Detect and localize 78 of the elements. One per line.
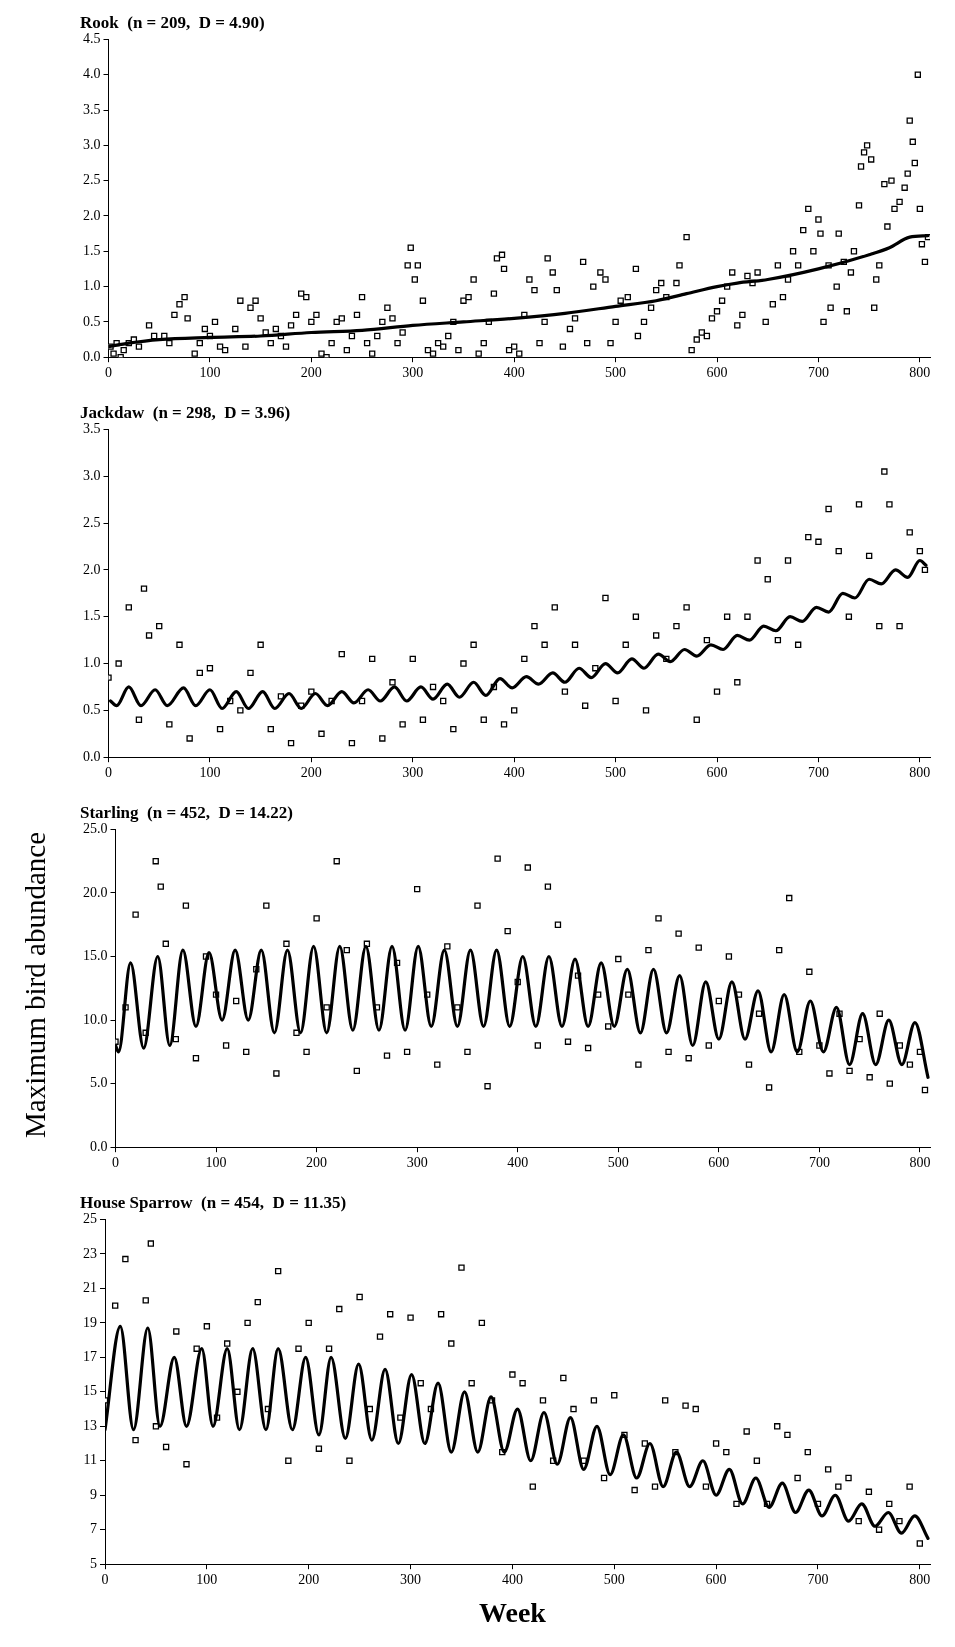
y-tick-label: 4.5 — [83, 31, 101, 47]
y-tick-label: 1.5 — [83, 242, 101, 258]
y-tick-label: 1.5 — [83, 608, 101, 624]
y-tick-label: 4.0 — [83, 66, 101, 82]
y-tick-label: 0.5 — [83, 702, 101, 718]
line-series — [108, 234, 930, 349]
x-tick-label: 400 — [507, 1155, 529, 1171]
y-tick-label: 15 — [83, 1383, 97, 1399]
x-tick-label: 300 — [402, 765, 424, 781]
y-tick-label: 20.0 — [83, 884, 108, 900]
x-tick-label: 600 — [705, 1572, 727, 1588]
y-tick-label: 19 — [83, 1314, 97, 1330]
x-tick-label: 300 — [406, 1155, 428, 1171]
y-tick-label: 17 — [83, 1348, 97, 1364]
x-tick-label: 300 — [402, 365, 424, 381]
x-tick-label: 700 — [807, 365, 829, 381]
y-tick-label: 0.0 — [83, 348, 101, 364]
y-tick-label: 3.5 — [83, 421, 101, 437]
x-tick-label: 200 — [300, 365, 322, 381]
x-tick-label: 700 — [807, 1572, 829, 1588]
x-tick-label: 0 — [112, 1155, 119, 1171]
x-tick-label: 500 — [605, 365, 627, 381]
y-tick-label: 3.0 — [83, 137, 101, 153]
y-tick-label: 11 — [83, 1452, 97, 1468]
x-tick-label: 800 — [909, 365, 931, 381]
x-tick-label: 400 — [503, 765, 525, 781]
y-tick-label: 10.0 — [83, 1011, 108, 1027]
y-tick-label: 2.0 — [83, 207, 101, 223]
x-tick-label: 0 — [105, 765, 112, 781]
y-axis-title: Maximum bird abundance — [18, 831, 52, 1139]
x-tick-label: 200 — [300, 765, 322, 781]
y-tick-label: 1.0 — [83, 655, 101, 671]
x-tick-label: 800 — [909, 765, 931, 781]
y-tick-label: 2.5 — [83, 172, 101, 188]
chart-title: House Sparrow (n = 454, D = 11.35) — [80, 1192, 347, 1212]
x-tick-label: 600 — [706, 365, 728, 381]
y-tick-label: 2.0 — [83, 561, 101, 577]
y-tick-label: 21 — [83, 1280, 97, 1296]
y-tick-label: 5.0 — [90, 1075, 108, 1091]
x-tick-label: 800 — [909, 1155, 931, 1171]
y-tick-label: 25.0 — [83, 821, 108, 837]
x-tick-label: 700 — [807, 765, 829, 781]
y-tick-label: 9 — [90, 1486, 97, 1502]
x-tick-label: 200 — [306, 1155, 328, 1171]
x-tick-label: 100 — [196, 1572, 218, 1588]
x-tick-label: 400 — [501, 1572, 523, 1588]
x-tick-label: 100 — [205, 1155, 227, 1171]
y-tick-label: 13 — [83, 1417, 97, 1433]
y-tick-label: 1.0 — [83, 278, 101, 294]
y-tick-label: 0.0 — [90, 1138, 108, 1154]
x-tick-label: 700 — [808, 1155, 830, 1171]
x-tick-label: 600 — [706, 765, 728, 781]
x-tick-label: 500 — [607, 1155, 629, 1171]
x-tick-label: 800 — [909, 1572, 931, 1588]
y-tick-label: 0.5 — [83, 313, 101, 329]
y-tick-label: 25 — [83, 1211, 97, 1227]
y-tick-label: 3.5 — [83, 101, 101, 117]
y-tick-label: 5 — [90, 1555, 97, 1571]
chart-title: Jackdaw (n = 298, D = 3.96) — [80, 402, 291, 422]
x-tick-label: 300 — [400, 1572, 422, 1588]
x-tick-label: 600 — [708, 1155, 730, 1171]
x-tick-label: 500 — [603, 1572, 625, 1588]
y-tick-label: 0.0 — [83, 748, 101, 764]
x-tick-label: 400 — [503, 365, 525, 381]
x-tick-label: 100 — [199, 765, 221, 781]
x-tick-label: 500 — [605, 765, 627, 781]
chart-title: Starling (n = 452, D = 14.22) — [80, 802, 293, 822]
y-tick-label: 2.5 — [83, 514, 101, 530]
x-axis-title: Week — [478, 1597, 547, 1630]
x-tick-label: 100 — [199, 365, 221, 381]
x-tick-label: 0 — [101, 1572, 109, 1588]
y-tick-label: 23 — [83, 1245, 97, 1261]
y-tick-label: 7 — [90, 1521, 97, 1537]
chart-title: Rook (n = 209, D = 4.90) — [80, 12, 265, 32]
x-tick-label: 200 — [298, 1572, 320, 1588]
x-tick-label: 0 — [105, 365, 112, 381]
y-tick-label: 15.0 — [83, 948, 108, 964]
y-tick-label: 3.0 — [83, 467, 101, 483]
